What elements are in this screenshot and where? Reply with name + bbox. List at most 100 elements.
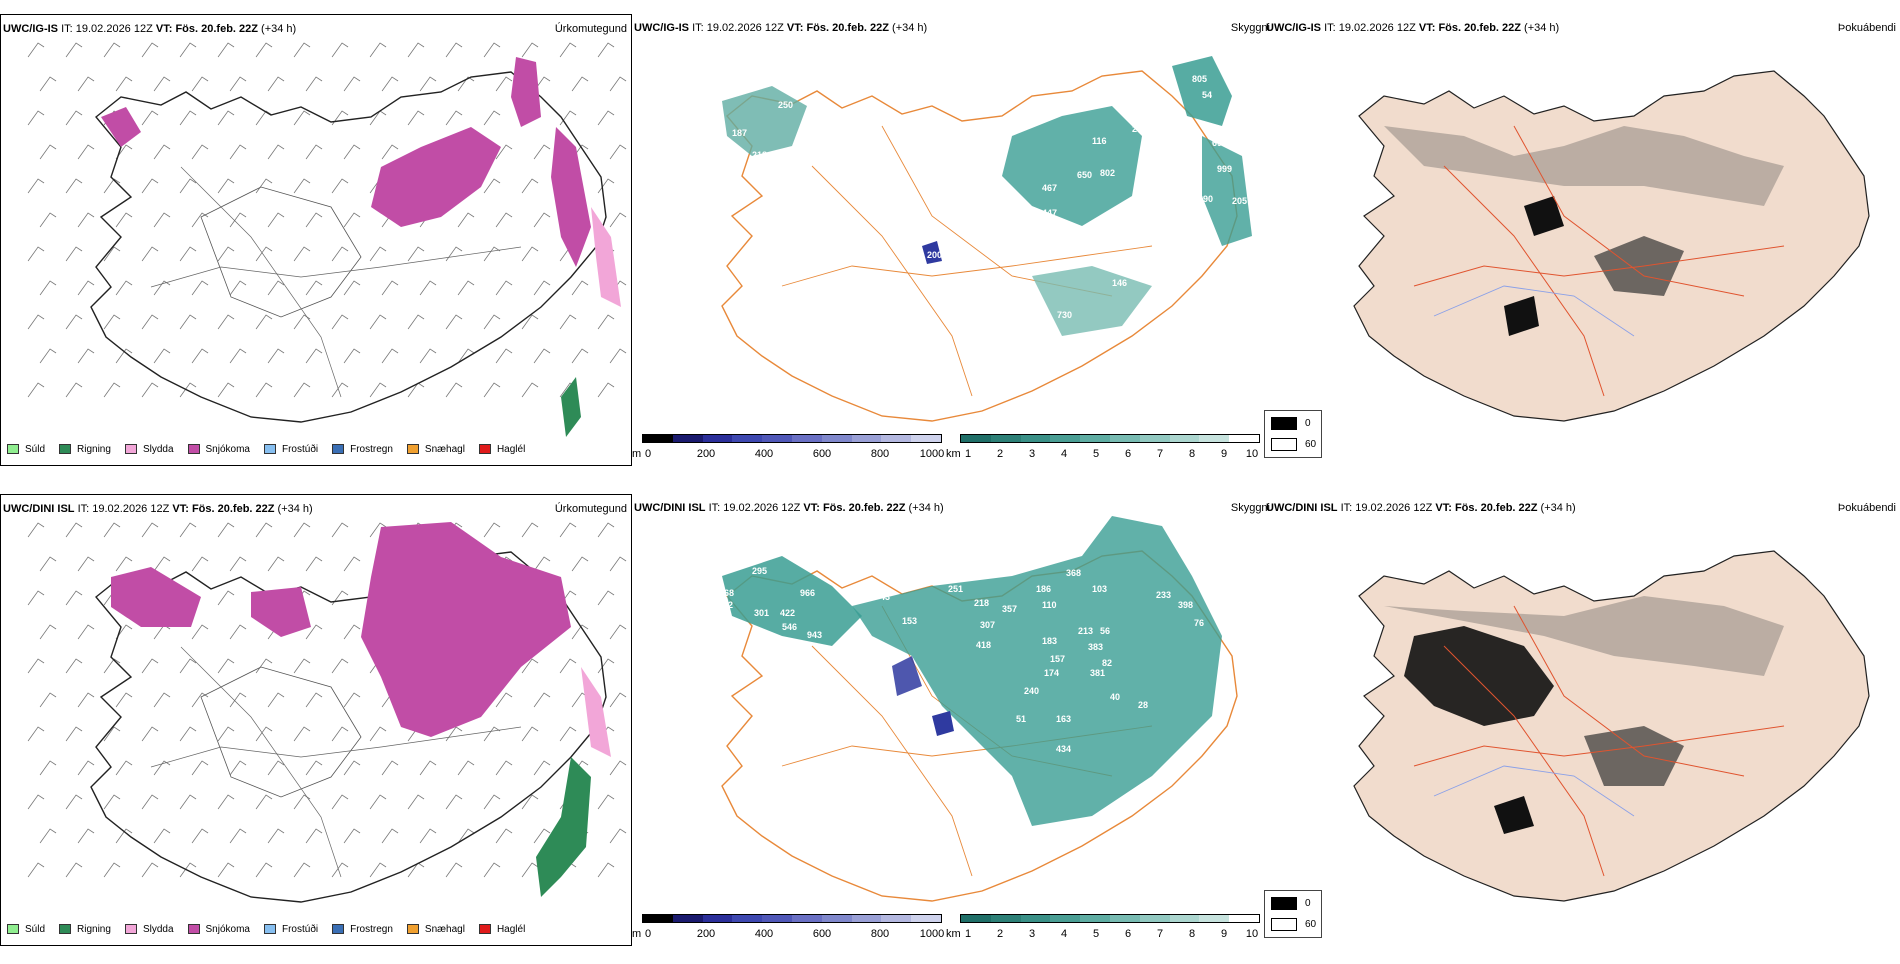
cloud-base-label: 240	[1024, 686, 1039, 696]
cloud-base-label: 381	[1090, 668, 1105, 678]
wind-barb	[115, 828, 133, 844]
cloud-base-label: 943	[807, 630, 822, 640]
cloud-base-label: 233	[1156, 590, 1171, 600]
cloud-area	[722, 86, 807, 156]
wind-barb	[343, 76, 361, 92]
wind-barb	[597, 110, 615, 126]
wind-barb	[293, 794, 311, 810]
snow-area	[551, 127, 591, 267]
wind-barb	[533, 692, 551, 708]
fog-key-black: 0	[1271, 417, 1311, 430]
wind-barb	[27, 590, 45, 606]
wind-barb	[343, 348, 361, 364]
wind-barb	[255, 726, 273, 742]
fog-key: 0 60	[1264, 890, 1322, 938]
wind-barb	[255, 246, 273, 262]
fog-map	[1353, 70, 1870, 422]
cloud-base-label: 183	[1042, 636, 1057, 646]
cloud-area	[852, 516, 1222, 826]
wind-barb	[267, 280, 285, 296]
scale-bar	[960, 434, 1260, 443]
wind-barb	[445, 382, 463, 398]
cloud-base-label: 174	[1044, 668, 1059, 678]
fog-area	[1384, 126, 1784, 206]
scale-unit: km	[946, 928, 961, 940]
wind-barb	[103, 658, 121, 674]
cloud-base-label: 116	[1092, 136, 1107, 146]
wind-barb	[103, 178, 121, 194]
legend-item: Slydda	[124, 444, 174, 455]
wind-barb	[153, 692, 171, 708]
wind-barb	[483, 522, 501, 538]
wind-barb	[153, 144, 171, 160]
wind-barb	[597, 42, 615, 58]
wind-barb	[65, 658, 83, 674]
wind-barb	[533, 556, 551, 572]
scale-tick: 7	[1156, 448, 1164, 460]
legend-swatch	[406, 444, 419, 454]
cloud-base-label: 447	[1042, 208, 1057, 218]
wind-barb	[267, 828, 285, 844]
wind-barb	[229, 760, 247, 776]
legend-swatch	[478, 444, 491, 454]
wind-barb	[343, 144, 361, 160]
cloud-base-label: 546	[782, 622, 797, 632]
wind-barb	[495, 280, 513, 296]
wind-barb	[77, 348, 95, 364]
fog-key: 0 60	[1264, 410, 1322, 458]
wind-barb	[419, 760, 437, 776]
wind-barb	[153, 624, 171, 640]
fog-key-black: 0	[1271, 897, 1311, 910]
wind-barb	[331, 382, 349, 398]
cloud-base-label: 251	[948, 584, 963, 594]
legend-label: Snæhagl	[424, 923, 465, 935]
cloud-base-label: 200	[927, 250, 942, 260]
wind-barb	[153, 828, 171, 844]
wind-barb	[65, 590, 83, 606]
cloud-base-label: 250	[778, 100, 793, 110]
legend-swatch	[187, 924, 200, 934]
wind-barb	[103, 42, 121, 58]
wind-barb	[609, 692, 627, 708]
wind-barb	[77, 828, 95, 844]
cloud-base-label: 295	[752, 566, 767, 576]
fog-area	[1384, 596, 1784, 676]
legend-swatch	[332, 924, 345, 934]
panel-title: Úrkomutegund	[554, 503, 627, 515]
wind-barb	[445, 42, 463, 58]
wind-barb	[343, 212, 361, 228]
wind-barb	[267, 760, 285, 776]
cloud-base-label: 316	[1046, 550, 1061, 560]
wind-barb	[27, 178, 45, 194]
wind-barb	[27, 726, 45, 742]
wind-barb	[191, 760, 209, 776]
cloud-base-label: 82	[1102, 658, 1112, 668]
wind-barb	[407, 314, 425, 330]
wind-barb	[191, 828, 209, 844]
wind-barb	[293, 178, 311, 194]
wind-barb	[191, 76, 209, 92]
cloud-base-label: 28	[1138, 700, 1148, 710]
wind-barb	[331, 178, 349, 194]
cloud-base-label: 697	[1212, 138, 1227, 148]
snow-area	[371, 127, 501, 227]
panel-header: UWC/IG-IS IT: 19.02.2026 12Z VT: Fös. 20…	[1266, 22, 1560, 34]
wind-barb	[267, 144, 285, 160]
wind-barb	[27, 246, 45, 262]
wind-barb	[217, 726, 235, 742]
wind-barb	[39, 144, 57, 160]
wind-barb	[597, 590, 615, 606]
wind-barb	[559, 314, 577, 330]
scale-tick: 1000	[919, 928, 945, 940]
wind-barb	[217, 658, 235, 674]
cloud-base-height-scale: m 0 200 400 600 800 1000	[632, 914, 945, 944]
wind-barb	[305, 76, 323, 92]
wind-barb	[217, 246, 235, 262]
wind-barb	[217, 110, 235, 126]
scale-bar	[642, 914, 942, 923]
scale-tick: 400	[754, 928, 774, 940]
scale-tick: 1	[964, 448, 972, 460]
wind-barb	[115, 624, 133, 640]
wind-barb	[27, 382, 45, 398]
cloud-base-label: 467	[1042, 183, 1057, 193]
